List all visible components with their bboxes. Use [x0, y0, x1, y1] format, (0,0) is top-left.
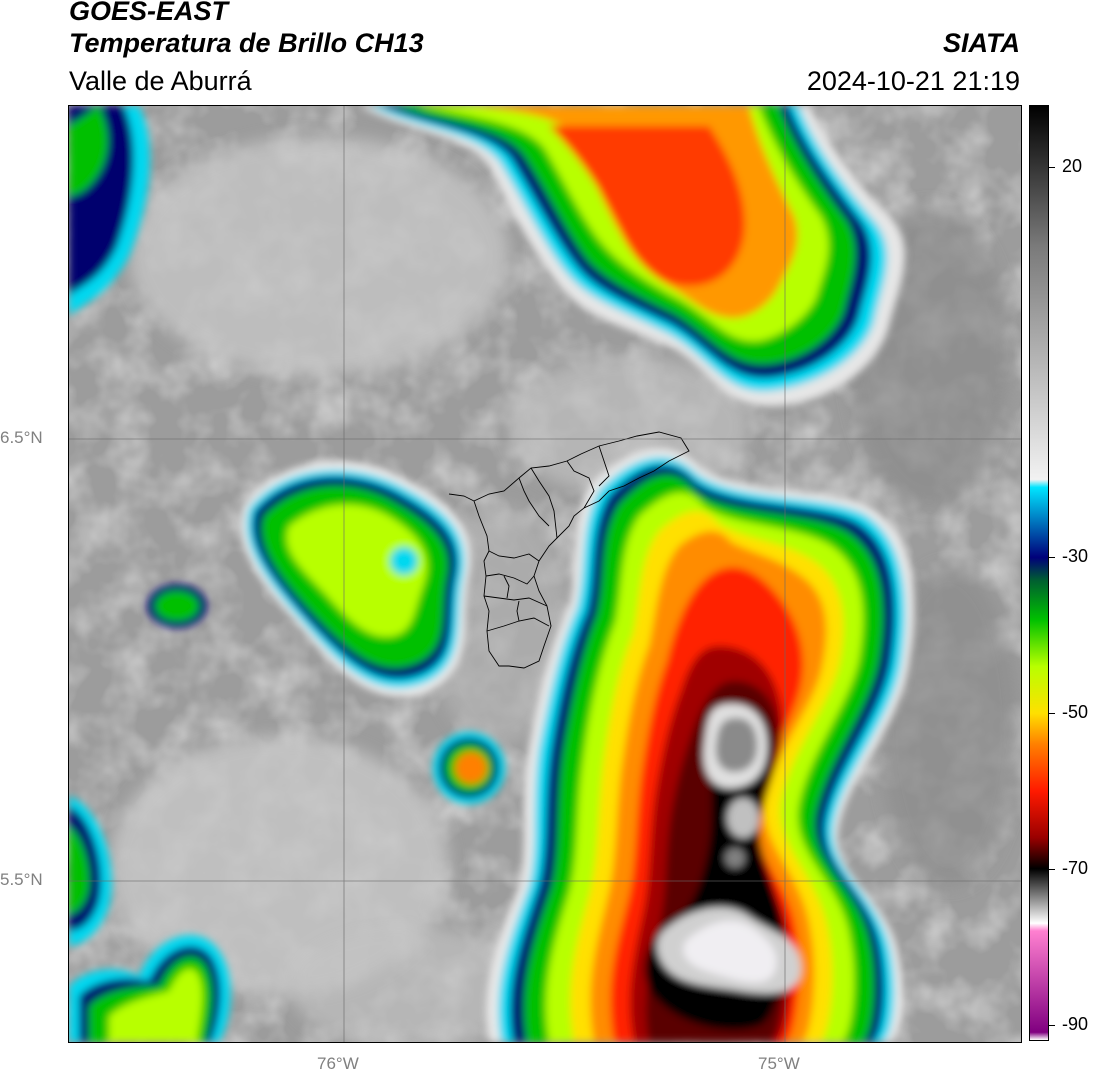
colorbar-tick — [1049, 167, 1055, 169]
satellite-title: GOES-EAST — [69, 0, 229, 26]
colorbar — [1029, 105, 1049, 1041]
colorbar-tick — [1049, 1025, 1055, 1027]
storm-north — [359, 106, 905, 406]
municipal-boundaries — [448, 431, 690, 669]
colorbar-tick — [1049, 557, 1055, 559]
agency-label: SIATA — [943, 28, 1020, 58]
brightness-temperature-map — [68, 105, 1022, 1043]
product-title: Temperatura de Brillo CH13 — [69, 28, 424, 58]
colorbar-tick-label: 20 — [1062, 156, 1083, 177]
colorbar-tick-label: -30 — [1062, 546, 1089, 567]
storm-main-complex — [486, 448, 915, 1042]
colorbar-tick-label: -70 — [1062, 858, 1089, 879]
datetime-label: 2024-10-21 21:19 — [806, 66, 1020, 96]
lat-label-6-5: 6.5°N — [0, 428, 43, 447]
lon-label-75w: 75°W — [758, 1054, 800, 1073]
storm-small-cells — [69, 106, 505, 1042]
storm-west-cell — [240, 461, 471, 697]
map-canvas — [69, 106, 1021, 1042]
lat-label-5-5: 5.5°N — [0, 870, 43, 889]
region-label: Valle de Aburrá — [69, 66, 252, 96]
colorbar-tick — [1049, 869, 1055, 871]
lon-label-76w: 76°W — [317, 1054, 359, 1073]
map-gridlines — [69, 106, 1021, 1042]
colorbar-tick-label: -90 — [1062, 1014, 1089, 1035]
colorbar-tick — [1049, 713, 1055, 715]
colorbar-tick-label: -50 — [1062, 702, 1089, 723]
